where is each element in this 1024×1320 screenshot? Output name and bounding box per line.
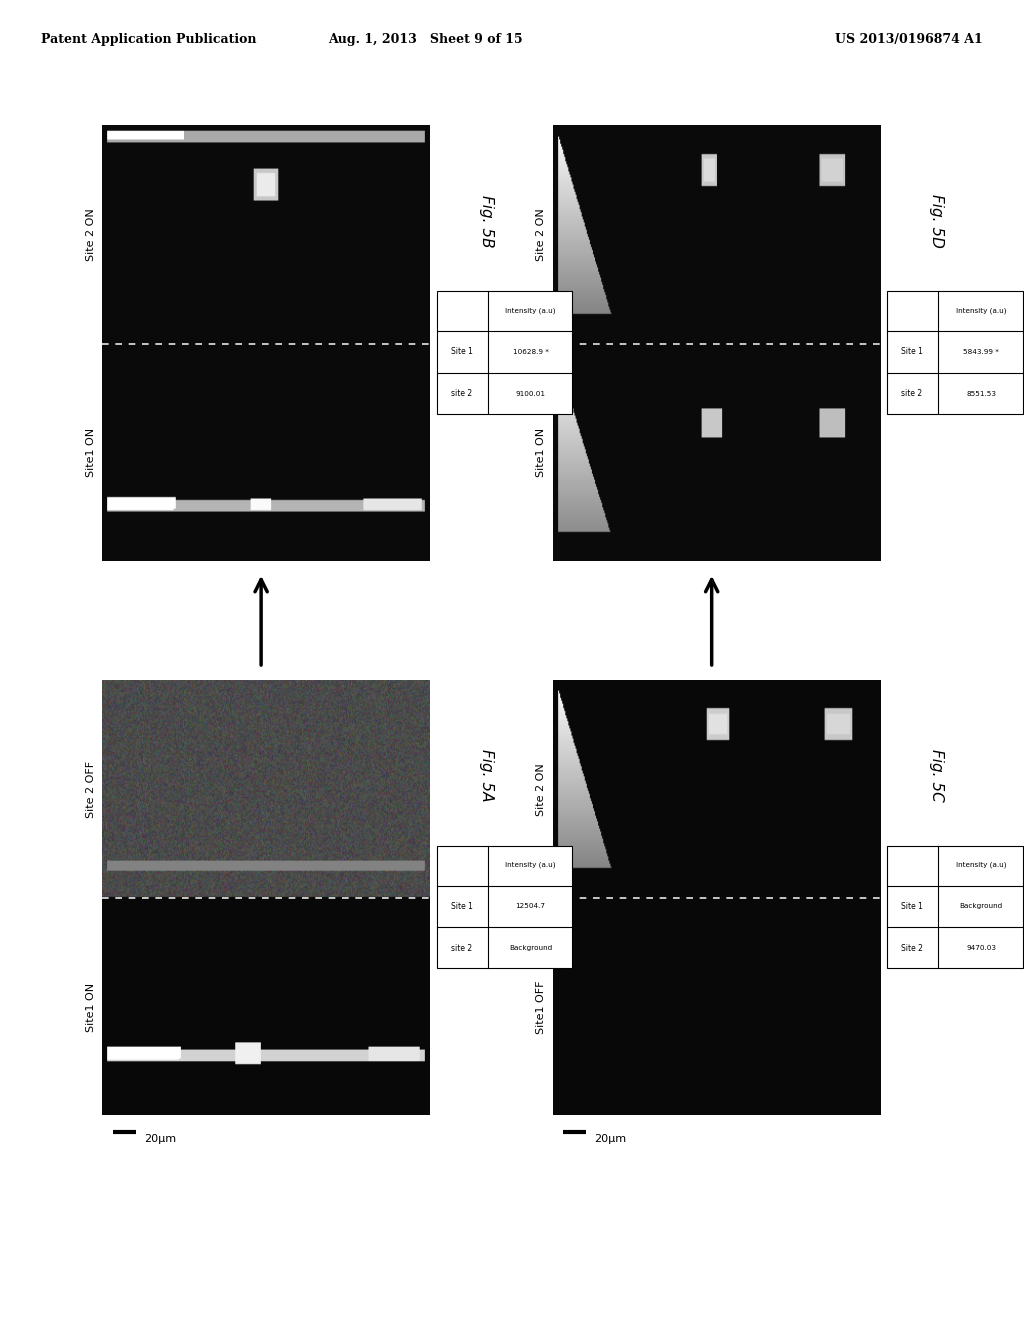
Text: Fig. 5A: Fig. 5A bbox=[479, 750, 494, 801]
Text: Site 2 OFF: Site 2 OFF bbox=[86, 760, 95, 818]
Text: Site1 ON: Site1 ON bbox=[537, 428, 546, 478]
Text: site 2: site 2 bbox=[451, 389, 472, 399]
Text: Fig. 5D: Fig. 5D bbox=[930, 194, 944, 248]
Text: Fig. 5C: Fig. 5C bbox=[930, 750, 944, 803]
FancyBboxPatch shape bbox=[887, 846, 1023, 969]
Text: 20μm: 20μm bbox=[594, 1134, 627, 1143]
Text: site 2: site 2 bbox=[901, 389, 923, 399]
Text: site 2: site 2 bbox=[451, 944, 472, 953]
Text: Intensity (a.u): Intensity (a.u) bbox=[955, 308, 1007, 314]
Text: 9470.03: 9470.03 bbox=[967, 945, 996, 952]
Text: US 2013/0196874 A1: US 2013/0196874 A1 bbox=[836, 33, 983, 46]
Text: Fig. 5B: Fig. 5B bbox=[479, 195, 494, 248]
FancyBboxPatch shape bbox=[436, 846, 572, 969]
Text: Intensity (a.u): Intensity (a.u) bbox=[505, 862, 556, 869]
Text: Site1 OFF: Site1 OFF bbox=[537, 981, 546, 1034]
Text: Site 1: Site 1 bbox=[901, 347, 923, 356]
Text: Background: Background bbox=[509, 945, 552, 952]
Text: Site 1: Site 1 bbox=[451, 347, 472, 356]
Text: Site 2: Site 2 bbox=[901, 944, 923, 953]
Text: Site 2 ON: Site 2 ON bbox=[537, 763, 546, 816]
Text: 9100.01: 9100.01 bbox=[516, 391, 546, 397]
Text: Site 2 ON: Site 2 ON bbox=[537, 209, 546, 261]
Text: Site 2 ON: Site 2 ON bbox=[86, 209, 95, 261]
Text: 12504.7: 12504.7 bbox=[516, 903, 546, 909]
Text: Site1 ON: Site1 ON bbox=[86, 982, 95, 1032]
FancyBboxPatch shape bbox=[436, 292, 572, 414]
Text: Site1 ON: Site1 ON bbox=[86, 428, 95, 478]
Text: 5843.99 *: 5843.99 * bbox=[964, 348, 999, 355]
Text: Site 1: Site 1 bbox=[451, 902, 472, 911]
Text: 20μm: 20μm bbox=[143, 1134, 176, 1143]
Text: Site 1: Site 1 bbox=[901, 902, 923, 911]
Text: Intensity (a.u): Intensity (a.u) bbox=[505, 308, 556, 314]
Text: Background: Background bbox=[959, 903, 1002, 909]
Text: Intensity (a.u): Intensity (a.u) bbox=[955, 862, 1007, 869]
Text: 10628.9 *: 10628.9 * bbox=[513, 348, 549, 355]
Text: Aug. 1, 2013   Sheet 9 of 15: Aug. 1, 2013 Sheet 9 of 15 bbox=[328, 33, 522, 46]
FancyBboxPatch shape bbox=[887, 292, 1023, 414]
Text: 8551.53: 8551.53 bbox=[967, 391, 996, 397]
Text: Patent Application Publication: Patent Application Publication bbox=[41, 33, 256, 46]
